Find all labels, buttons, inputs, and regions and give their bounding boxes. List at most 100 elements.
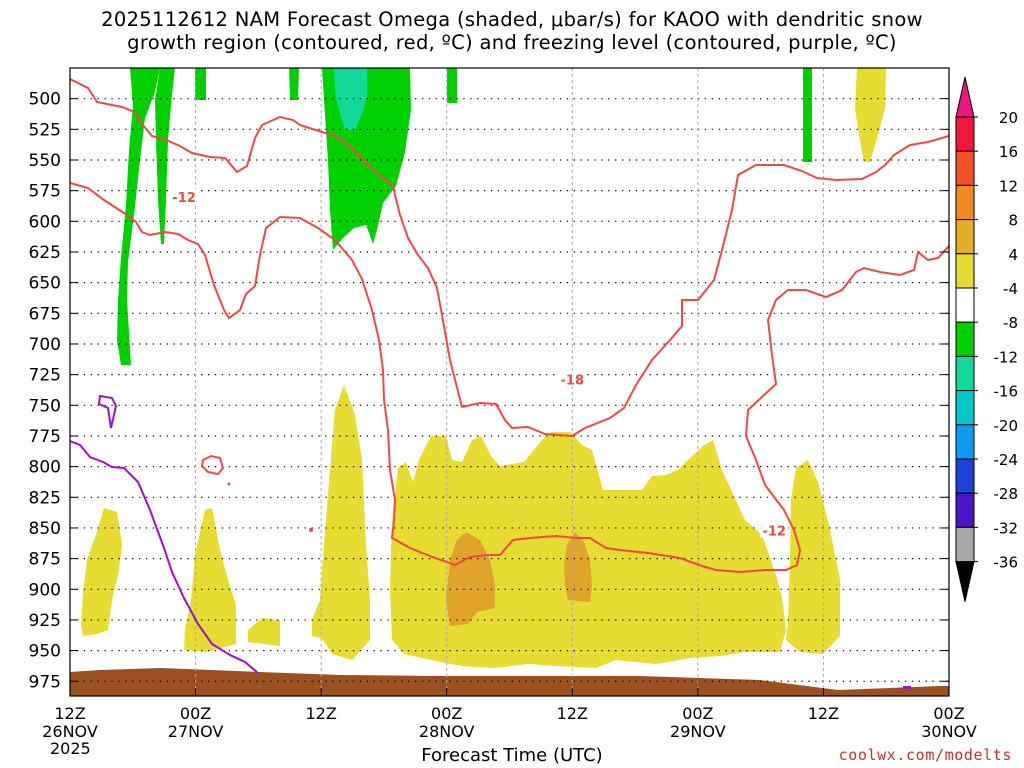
y-tick-label: 950 [29, 642, 61, 662]
dgz-contour-dot-1 [227, 482, 231, 486]
x-axis-year: 2025 [50, 739, 91, 758]
ground-surface [70, 668, 949, 696]
dgz-contour-lower [70, 182, 949, 574]
y-tick-label: 925 [29, 611, 61, 631]
contour-label-bg [760, 522, 789, 538]
colorbar-swatch-last [955, 526, 975, 563]
colorbar-top-arrow [955, 76, 975, 118]
x-tick-label-time: 12Z [808, 704, 839, 723]
colorbar-swatch [955, 390, 975, 426]
x-tick-label-date: 28NOV [419, 722, 475, 741]
colorbar-label: 8 [1008, 212, 1018, 230]
colorbar-swatch [955, 321, 975, 357]
x-tick-label-time: 00Z [431, 704, 462, 723]
colorbar-swatch [955, 287, 975, 323]
colorbar-label: 4 [1008, 246, 1018, 264]
freezing-level-contour [70, 440, 259, 674]
colorbar-label: -36 [994, 554, 1019, 572]
omega-green-region-2 [155, 68, 175, 244]
dgz-contour-loop [200, 454, 225, 476]
contour-label: -12 [172, 191, 196, 206]
colorbar-label: -28 [994, 485, 1019, 503]
contour-label: -18 [561, 374, 585, 389]
omega-green-region-7 [803, 68, 812, 162]
contours [70, 78, 949, 674]
colorbar-swatch [955, 355, 975, 392]
omega-green-region-4 [289, 68, 299, 100]
x-tick-label-time: 00Z [933, 704, 964, 723]
freezing-level-loop [97, 394, 118, 429]
x-tick-label-time: 12Z [557, 704, 588, 723]
y-tick-label: 650 [29, 274, 61, 294]
y-tick-label: 525 [29, 120, 61, 140]
colorbar-swatch [955, 184, 975, 221]
plot-frame [69, 67, 950, 697]
y-tick-label: 675 [29, 304, 61, 324]
y-tick-label: 625 [29, 243, 61, 263]
y-tick-label: 750 [29, 396, 61, 416]
colorbar-label: -32 [994, 519, 1019, 537]
contour-label-bg [558, 371, 587, 387]
colorbar-label: -4 [1003, 280, 1018, 298]
y-tick-label: 775 [29, 427, 61, 447]
ground-spot [903, 686, 911, 689]
credit-text: coolwx.com/modelts [838, 746, 1012, 764]
grid-lines [70, 68, 949, 696]
dgz-contour-dot-2 [309, 528, 313, 532]
x-tick-label-time: 12Z [54, 704, 85, 723]
y-tick-label: 575 [29, 182, 61, 202]
colorbar-label: -8 [1003, 314, 1018, 332]
y-tick-label: 725 [29, 366, 61, 386]
omega-yellow-region-e [786, 460, 840, 654]
omega-yellow-region-b [184, 508, 236, 652]
y-tick-label: 975 [29, 672, 61, 692]
colorbar-swatch [955, 150, 975, 186]
colorbar-label: 12 [999, 177, 1018, 195]
colorbar-label: -16 [994, 383, 1019, 401]
colorbar-label: -20 [994, 417, 1019, 435]
y-tick-label: 600 [29, 212, 61, 232]
x-tick-label-date: 26NOV [42, 722, 98, 741]
y-tick-label: 875 [29, 550, 61, 570]
colorbar-label: 20 [999, 109, 1018, 127]
omega-yellow-region-main [390, 432, 786, 668]
omega-green-region-3 [195, 68, 206, 100]
colorbar-swatch [955, 458, 975, 494]
omega-yellow-region-d [312, 385, 370, 660]
colorbar-bottom-arrow [955, 561, 975, 602]
contour-label-bg [170, 188, 199, 204]
x-tick-label-date: 27NOV [168, 722, 224, 741]
x-axis-title: Forecast Time (UTC) [421, 745, 603, 766]
colorbar-swatch [955, 116, 975, 152]
omega-yellow-region-upper-right [855, 68, 886, 162]
colorbar-swatch [955, 424, 975, 460]
x-tick-label-time: 00Z [682, 704, 713, 723]
colorbar-label: -24 [994, 451, 1019, 469]
colorbar-swatch [955, 219, 975, 255]
y-tick-label: 550 [29, 151, 61, 171]
colorbar-label: 16 [999, 143, 1018, 161]
colorbar-swatch [955, 253, 975, 289]
contour-label: -12 [762, 524, 786, 539]
y-axis: 500 525 550 575 600 625 650 675 700 725 750 775 800 8… [29, 90, 949, 692]
x-tick-label-date: 29NOV [670, 722, 726, 741]
y-tick-label: 500 [29, 90, 61, 110]
contour-labels: -12 -18 -12 [170, 188, 789, 539]
x-tick-label-time: 12Z [305, 704, 336, 723]
omega-orange-region-2 [564, 532, 592, 602]
colorbar-label: -12 [994, 348, 1019, 366]
y-tick-label: 800 [29, 458, 61, 478]
x-tick-label-time: 00Z [180, 704, 211, 723]
dgz-contour-upper [70, 78, 949, 438]
omega-shading [70, 68, 949, 696]
omega-yellow-region-c [248, 618, 280, 646]
chart-title-line-2: growth region (contoured, red, ºC) and f… [127, 31, 897, 54]
chart-title-line-1: 2025112612 NAM Forecast Omega (shaded, μ… [101, 8, 923, 31]
y-tick-label: 700 [29, 335, 61, 355]
omega-green-region-6 [447, 68, 457, 103]
y-tick-label: 825 [29, 488, 61, 508]
omega-yellow-region-a [81, 508, 122, 636]
omega-teal-region [334, 68, 367, 130]
